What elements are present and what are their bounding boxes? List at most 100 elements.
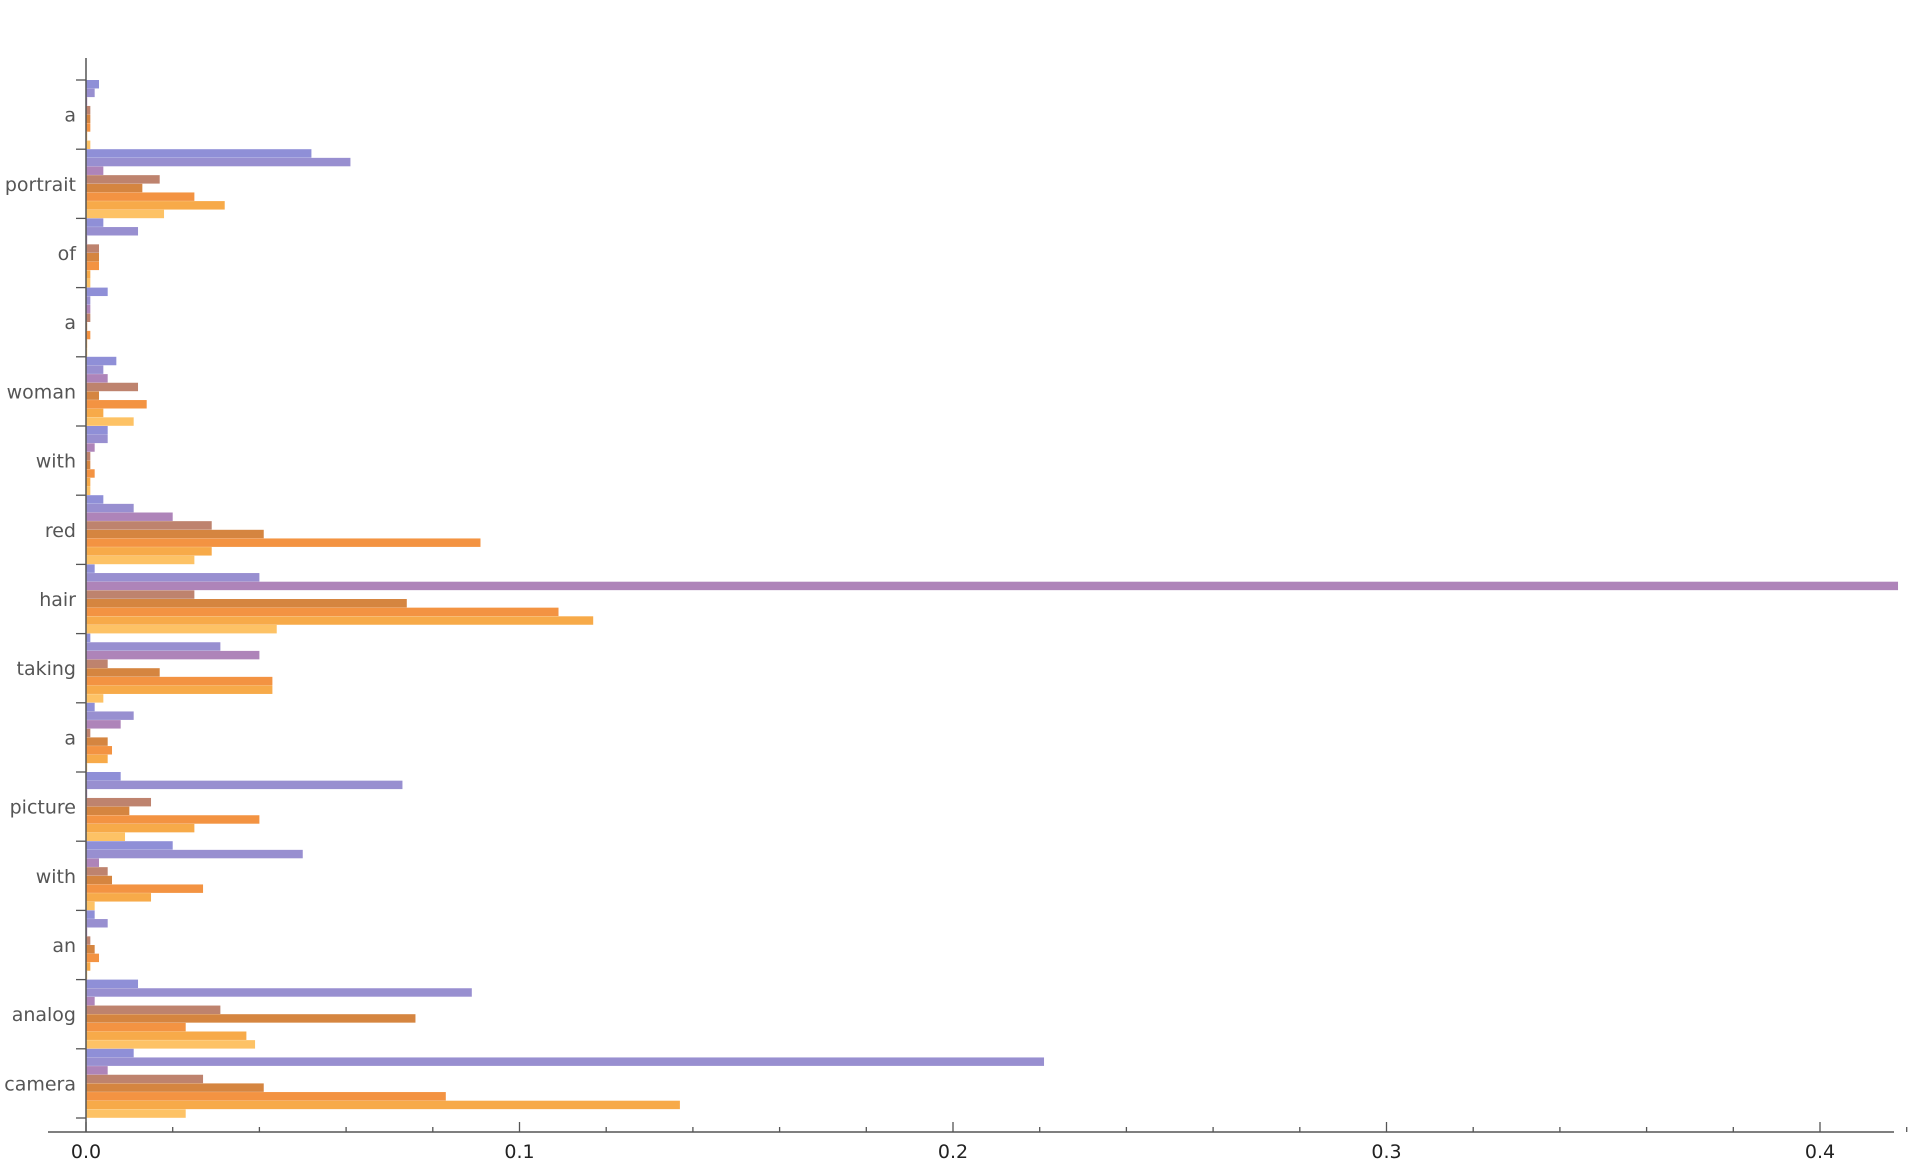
- bar-picture-10-s1: [86, 780, 403, 790]
- bar-with-5-s6: [86, 477, 91, 487]
- bar-portrait-1-s6: [86, 201, 225, 210]
- bar-with-5-s3: [86, 451, 91, 461]
- bar-taking-8-s3: [86, 659, 108, 668]
- category-label-a: a: [64, 312, 76, 334]
- bar-of-2-s3: [86, 244, 100, 253]
- bar-with-11-s0: [86, 841, 173, 850]
- category-label-of: of: [58, 243, 78, 265]
- bar-portrait-1-s7: [86, 209, 165, 219]
- bar-a-9-s5: [86, 746, 113, 755]
- bar-woman-4-s0: [86, 356, 117, 366]
- bar-taking-8-s7: [86, 694, 104, 703]
- bar-woman-4-s3: [86, 382, 139, 392]
- bar-a-9-s0: [86, 702, 95, 712]
- bar-analog-13-s0: [86, 979, 139, 989]
- bar-picture-10-s0: [86, 772, 121, 781]
- bar-camera-14-s0: [86, 1048, 134, 1058]
- x-tick-labels: 0.0 0.1 0.2 0.3 0.4: [71, 1141, 1835, 1163]
- bar-a-9-s3: [86, 728, 91, 738]
- bar-taking-8-s5: [86, 676, 273, 686]
- bar-picture-10-s3: [86, 797, 152, 807]
- bar-with-5-s2: [86, 443, 95, 452]
- bar-camera-14-s7: [86, 1109, 186, 1118]
- bar-taking-8-s0: [86, 633, 91, 643]
- bar-a-3-s0: [86, 287, 108, 297]
- bar-portrait-1-s5: [86, 192, 195, 201]
- bar-an-12-s6: [86, 962, 91, 971]
- bar-red-6-s0: [86, 495, 104, 504]
- bar-camera-14-s5: [86, 1092, 446, 1101]
- bar-woman-4-s4: [86, 391, 100, 400]
- bar-with-5-s7: [86, 486, 91, 495]
- bar-red-6-s1: [86, 503, 134, 513]
- category-label-camera: camera: [4, 1073, 76, 1095]
- bar-a-0-s4: [86, 114, 91, 124]
- bar-woman-4-s7: [86, 417, 134, 426]
- bar-hair-7-s7: [86, 624, 277, 634]
- bar-hair-7-s5: [86, 607, 559, 617]
- bar-analog-13-s2: [86, 996, 95, 1006]
- bar-taking-8-s4: [86, 668, 160, 677]
- bar-with-5-s5: [86, 469, 95, 478]
- bar-with-5-s4: [86, 460, 91, 470]
- category-label-a: a: [64, 727, 76, 749]
- bar-portrait-1-s2: [86, 166, 104, 175]
- bar-woman-4-s2: [86, 374, 108, 383]
- bar-of-2-s4: [86, 253, 100, 262]
- category-labels: a portrait of a woman with red hair taking a pictu…: [4, 105, 77, 1096]
- bar-with-11-s1: [86, 849, 303, 859]
- bar-taking-8-s1: [86, 642, 221, 651]
- bar-of-2-s7: [86, 278, 91, 288]
- category-label-an: an: [52, 935, 76, 957]
- bar-an-12-s3: [86, 936, 91, 945]
- bar-portrait-1-s1: [86, 157, 351, 167]
- bar-a-0-s1: [86, 88, 95, 98]
- bar-camera-14-s2: [86, 1066, 108, 1075]
- bar-camera-14-s1: [86, 1057, 1045, 1066]
- category-label-woman: woman: [7, 381, 76, 403]
- bar-red-6-s2: [86, 512, 173, 521]
- bar-with-11-s2: [86, 858, 100, 867]
- bar-a-9-s4: [86, 737, 108, 746]
- bar-with-11-s6: [86, 893, 152, 902]
- y-ticks-layer: [76, 79, 86, 1119]
- bar-portrait-1-s3: [86, 175, 160, 184]
- bar-with-11-s7: [86, 901, 95, 911]
- bar-picture-10-s6: [86, 823, 195, 833]
- bar-woman-4-s1: [86, 365, 104, 374]
- category-label-a: a: [64, 105, 76, 127]
- bar-hair-7-s3: [86, 590, 195, 599]
- bar-analog-13-s1: [86, 988, 472, 997]
- bar-a-3-s2: [86, 304, 91, 314]
- bar-analog-13-s7: [86, 1040, 256, 1049]
- bar-with-5-s0: [86, 426, 108, 435]
- bar-of-2-s5: [86, 261, 100, 271]
- bar-red-6-s7: [86, 555, 195, 565]
- category-label-picture: picture: [10, 797, 76, 819]
- bar-hair-7-s0: [86, 564, 95, 573]
- category-label-taking: taking: [17, 658, 76, 680]
- bar-analog-13-s4: [86, 1014, 416, 1023]
- bar-picture-10-s4: [86, 806, 130, 816]
- bar-a-9-s6: [86, 754, 108, 764]
- bar-woman-4-s6: [86, 408, 104, 418]
- bar-an-12-s0: [86, 910, 95, 919]
- bar-an-12-s5: [86, 953, 100, 963]
- bar-taking-8-s2: [86, 650, 260, 660]
- bar-an-12-s1: [86, 919, 108, 928]
- bar-hair-7-s4: [86, 599, 407, 608]
- bar-of-2-s1: [86, 227, 139, 236]
- bar-analog-13-s3: [86, 1005, 221, 1014]
- bar-red-6-s5: [86, 538, 481, 547]
- category-label-analog: analog: [12, 1004, 76, 1026]
- bar-red-6-s3: [86, 521, 212, 530]
- bar-a-0-s0: [86, 80, 100, 89]
- bar-a-9-s2: [86, 720, 121, 729]
- bar-a-9-s1: [86, 711, 134, 720]
- bar-analog-13-s6: [86, 1031, 247, 1040]
- x-tick-label-0.4: 0.4: [1805, 1141, 1835, 1163]
- category-label-with: with: [36, 451, 76, 473]
- x-tick-label-0.0: 0.0: [71, 1141, 101, 1163]
- bar-camera-14-s3: [86, 1074, 204, 1084]
- bar-a-3-s3: [86, 313, 91, 322]
